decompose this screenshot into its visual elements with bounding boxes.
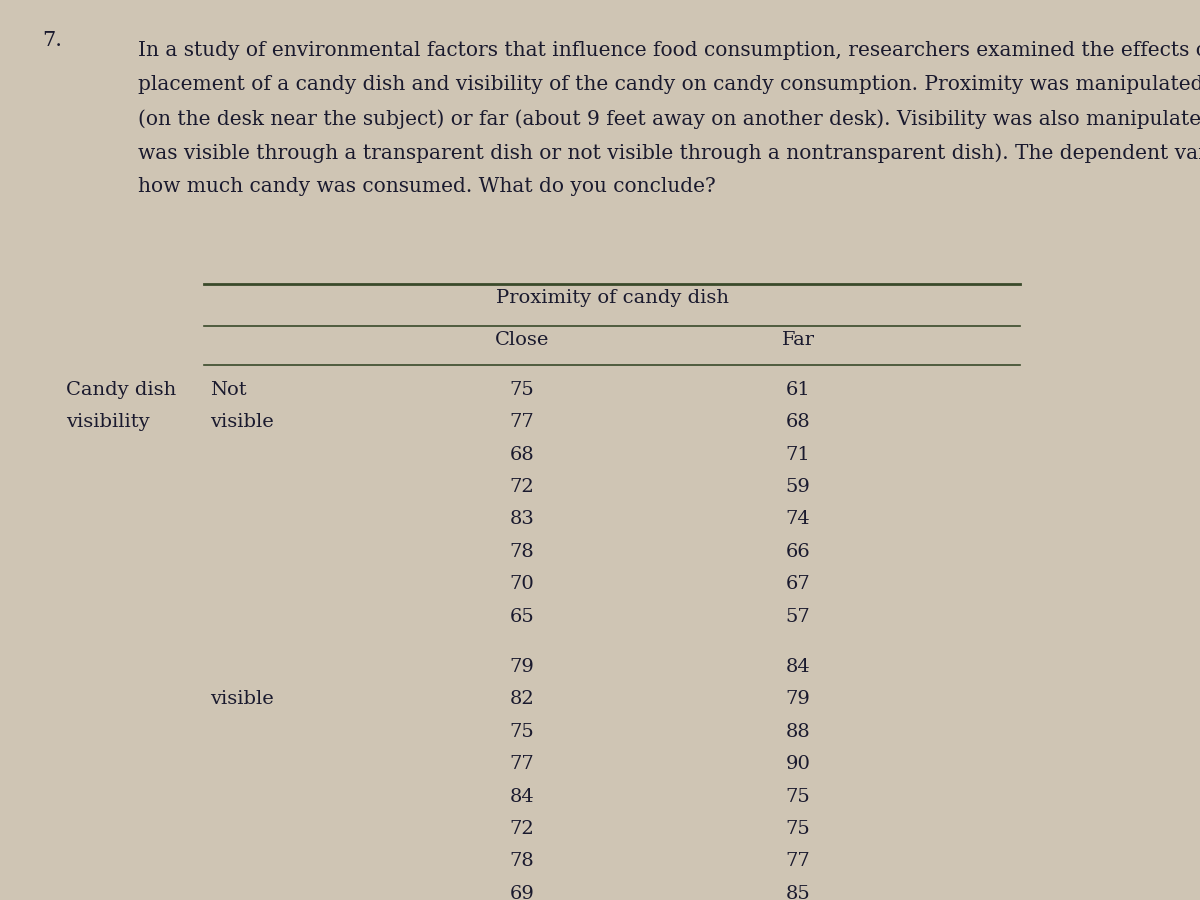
Text: 88: 88	[786, 723, 810, 741]
Text: 77: 77	[786, 852, 810, 870]
Text: 72: 72	[510, 478, 534, 496]
Text: 78: 78	[510, 852, 534, 870]
Text: 78: 78	[510, 543, 534, 561]
Text: 65: 65	[510, 608, 534, 625]
Text: Far: Far	[781, 331, 815, 349]
Text: 61: 61	[786, 381, 810, 399]
Text: (on the desk near the subject) or far (about 9 feet away on another desk). Visib: (on the desk near the subject) or far (a…	[138, 109, 1200, 129]
Text: 72: 72	[510, 820, 534, 838]
Text: 74: 74	[786, 510, 810, 528]
Text: 66: 66	[786, 543, 810, 561]
Text: In a study of environmental factors that influence food consumption, researchers: In a study of environmental factors that…	[138, 40, 1200, 59]
Text: 90: 90	[786, 755, 810, 773]
Text: 75: 75	[786, 788, 810, 806]
Text: 71: 71	[786, 446, 810, 464]
Text: 84: 84	[510, 788, 534, 806]
Text: 57: 57	[786, 608, 810, 625]
Text: 75: 75	[510, 381, 534, 399]
Text: visible: visible	[210, 413, 274, 431]
Text: 7.: 7.	[42, 32, 62, 50]
Text: 82: 82	[510, 690, 534, 708]
Text: 70: 70	[510, 575, 534, 593]
Text: 85: 85	[786, 885, 810, 900]
Text: visibility: visibility	[66, 413, 150, 431]
Text: placement of a candy dish and visibility of the candy on candy consumption. Prox: placement of a candy dish and visibility…	[138, 75, 1200, 94]
Text: visible: visible	[210, 690, 274, 708]
Text: Proximity of candy dish: Proximity of candy dish	[496, 289, 728, 307]
Text: 59: 59	[786, 478, 810, 496]
Text: was visible through a transparent dish or not visible through a nontransparent d: was visible through a transparent dish o…	[138, 143, 1200, 163]
Text: 77: 77	[510, 413, 534, 431]
Text: 79: 79	[786, 690, 810, 708]
Text: 69: 69	[510, 885, 534, 900]
Text: Not: Not	[210, 381, 247, 399]
Text: Candy dish: Candy dish	[66, 381, 176, 399]
Text: Close: Close	[494, 331, 550, 349]
Text: 68: 68	[786, 413, 810, 431]
Text: 75: 75	[786, 820, 810, 838]
Text: 67: 67	[786, 575, 810, 593]
Text: 83: 83	[510, 510, 534, 528]
Text: 77: 77	[510, 755, 534, 773]
Text: 84: 84	[786, 658, 810, 676]
Text: 68: 68	[510, 446, 534, 464]
Text: 75: 75	[510, 723, 534, 741]
Text: 79: 79	[510, 658, 534, 676]
Text: how much candy was consumed. What do you conclude?: how much candy was consumed. What do you…	[138, 177, 715, 196]
